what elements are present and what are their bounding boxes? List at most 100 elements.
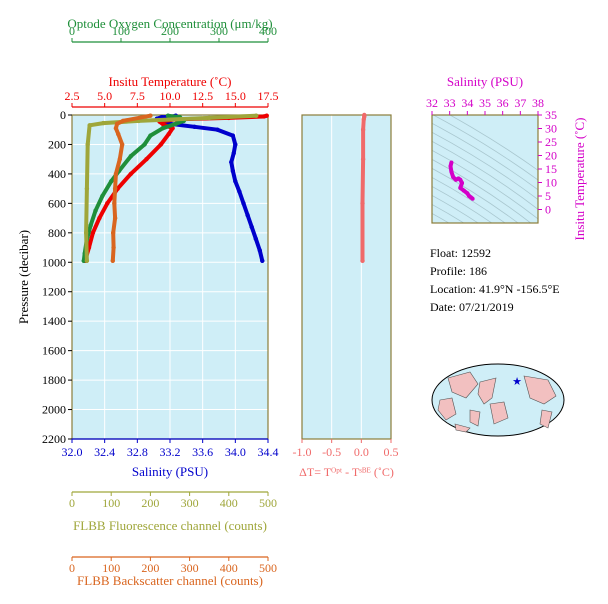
map-landmass [539,409,553,429]
salinity-point [192,124,197,129]
delta-t-tick-label: -1.0 [293,445,312,459]
ts-x-tick-label: 36 [497,96,509,110]
temperature-point [261,114,267,119]
y-tick-label: 1800 [42,373,66,387]
fluorescence-point [84,258,90,263]
temperature-tick-label: 12.5 [192,89,213,103]
fluorescence-point [83,230,89,236]
density-contour-line [432,131,538,200]
y-tick-label: 1200 [42,285,66,299]
temperature-tick-label: 7.5 [130,89,145,103]
ts-y-tick-label: 5 [545,189,551,203]
y-tick-label: 1600 [42,344,66,358]
oxygen-tick-label: 400 [259,24,277,38]
salinity-point [253,236,258,241]
salinity-tick-label: 32.4 [94,445,115,459]
fluorescence-point [84,186,90,191]
profile-number: Profile: 186 [430,264,487,278]
oxygen-profile-line [81,113,186,263]
temperature-point [144,156,149,162]
y-axis-label: Pressure (decibar) [16,230,31,324]
location: Location: 41.9°N -156.5°E [430,282,560,296]
map-landmass [447,371,479,399]
salinity-tick-label: 34.4 [258,445,279,459]
salinity-axis-label: Salinity (PSU) [132,464,208,479]
backscatter-point [113,126,119,131]
backscatter-tick-label: 300 [181,561,199,575]
oxygen-tick-label: 100 [112,24,130,38]
ts-point [470,196,475,201]
ts-point [449,160,454,165]
ts-point [448,164,453,169]
salinity-point [229,159,234,165]
ts-x-tick-label: 33 [444,96,456,110]
delta-t-tick-label: 0.0 [354,445,369,459]
oxygen-tick-label: 300 [210,24,228,38]
delta-t-line [360,113,367,263]
density-contour-line [432,167,519,223]
oxygen-point [100,193,105,199]
ts-point [449,169,454,174]
ts-point [458,177,463,182]
delta-t-axis-label: ΔT= Tᴼᵖᵗ - Tˢᴮᴱ (˚C) [299,465,394,479]
backscatter-point [112,215,118,221]
temperature-point [97,215,102,221]
delta-t-tick-label: 0.5 [384,445,399,459]
ts-x-tick-label: 32 [426,96,438,110]
fluorescence-tick-label: 0 [69,496,75,510]
temperature-point [90,230,96,236]
density-contour-line [449,115,538,171]
delta-t-point [360,258,365,263]
oxygen-point [160,126,165,131]
density-contour-line [432,158,532,223]
backscatter-point [110,230,116,236]
delta-t-panel-background [302,115,391,439]
temperature-axis-label: Insitu Temperature (˚C) [108,74,231,89]
oxygen-point [128,154,133,159]
fluorescence-axis-label: FLBB Fluorescence channel (counts) [73,518,267,533]
y-tick-label: 200 [48,137,66,151]
salinity-tick-label: 34.0 [225,445,246,459]
backscatter-axis-label: FLBB Backscatter channel (counts) [77,573,263,588]
delta-t-point [361,117,366,122]
ts-point [451,175,456,180]
ts-y-axis-label: Insitu Temperature (˚C) [572,117,587,240]
fluorescence-point [87,123,92,128]
map-landmass [454,423,471,433]
y-tick-label: 800 [48,226,66,240]
ts-x-tick-label: 35 [479,96,491,110]
ts-x-tick-label: 37 [514,96,526,110]
backscatter-point [111,245,116,250]
temperature-tick-label: 15.0 [225,89,246,103]
density-contour-line [432,176,506,223]
backscatter-tick-label: 200 [141,561,159,575]
ts-y-tick-label: 10 [545,176,557,190]
oxygen-point [81,258,86,263]
backscatter-tick-label: 400 [220,561,238,575]
salinity-point [249,224,254,230]
backscatter-point [117,156,123,162]
ts-point [458,185,463,190]
y-tick-label: 1400 [42,314,66,328]
ts-point [460,181,465,186]
ts-x-tick-label: 38 [532,96,544,110]
density-contour-line [432,122,538,191]
salinity-point [245,212,250,218]
backscatter-point [116,131,121,137]
map-landmass [477,377,497,405]
ts-y-tick-label: 0 [545,203,551,217]
ts-y-tick-label: 15 [545,162,557,176]
temperature-point [166,131,171,137]
temperature-point [158,142,164,147]
salinity-tick-label: 33.2 [160,445,181,459]
delta-t-point [360,127,366,132]
fluorescence-point [101,120,106,126]
backscatter-tick-label: 100 [102,561,120,575]
map-landmass [469,409,481,427]
salinity-tick-label: 32.8 [127,445,148,459]
backscatter-point [113,171,119,177]
temperature-tick-label: 10.0 [160,89,181,103]
oxygen-point [93,208,98,213]
ts-x-tick-label: 34 [461,96,473,110]
